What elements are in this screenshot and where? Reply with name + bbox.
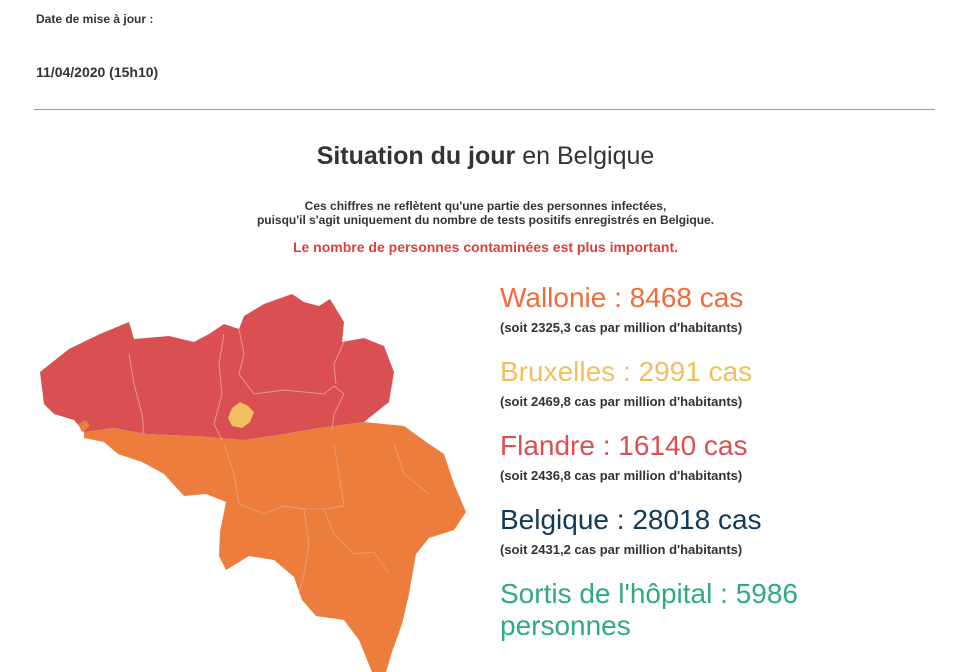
stat-sortis-line-2: personnes bbox=[500, 610, 631, 641]
belgium-map bbox=[40, 294, 466, 672]
page-title-strong: Situation du jour bbox=[316, 142, 516, 170]
page-title: Situation du jour en Belgique bbox=[0, 142, 971, 171]
stat-flandre: Flandre : 16140 cas (soit 2436,8 cas par… bbox=[500, 430, 960, 504]
stat-wallonie-sub: (soit 2325,3 cas par million d'habitants… bbox=[500, 320, 743, 335]
header-divider bbox=[34, 109, 935, 110]
stat-flandre-sub: (soit 2436,8 cas par million d'habitants… bbox=[500, 468, 743, 483]
stats-panel: Wallonie : 8468 cas (soit 2325,3 cas par… bbox=[500, 282, 960, 642]
stat-belgique-value: Belgique : 28018 cas bbox=[500, 504, 762, 535]
stat-sortis-line-1: Sortis de l'hôpital : 5986 bbox=[500, 578, 798, 609]
stat-belgique: Belgique : 28018 cas (soit 2431,2 cas pa… bbox=[500, 504, 960, 578]
stat-wallonie: Wallonie : 8468 cas (soit 2325,3 cas par… bbox=[500, 282, 960, 356]
stat-bruxelles-sub: (soit 2469,8 cas par million d'habitants… bbox=[500, 394, 743, 409]
disclaimer-line-1: Ces chiffres ne reflètent qu'une partie … bbox=[304, 199, 667, 213]
stat-belgique-sub: (soit 2431,2 cas par million d'habitants… bbox=[500, 542, 743, 557]
map-region-flandre bbox=[40, 294, 394, 440]
update-date-value: 11/04/2020 (15h10) bbox=[36, 64, 159, 80]
disclaimer-note: Ces chiffres ne reflètent qu'une partie … bbox=[0, 199, 971, 227]
stat-flandre-value: Flandre : 16140 cas bbox=[500, 430, 748, 461]
disclaimer-line-2: puisqu'il s'agit uniquement du nombre de… bbox=[256, 213, 715, 227]
update-date-label: Date de mise à jour : bbox=[36, 12, 154, 26]
stat-bruxelles: Bruxelles : 2991 cas (soit 2469,8 cas pa… bbox=[500, 356, 960, 430]
map-region-wallonie bbox=[84, 422, 466, 672]
stat-bruxelles-value: Bruxelles : 2991 cas bbox=[500, 356, 753, 387]
warning-text: Le nombre de personnes contaminées est p… bbox=[292, 239, 679, 255]
map-border-speck bbox=[78, 420, 90, 432]
page-title-rest: en Belgique bbox=[515, 142, 655, 170]
stat-wallonie-value: Wallonie : 8468 cas bbox=[500, 282, 744, 313]
map-region-bruxelles bbox=[228, 402, 254, 428]
stat-sortis: Sortis de l'hôpital : 5986 personnes bbox=[500, 578, 960, 642]
